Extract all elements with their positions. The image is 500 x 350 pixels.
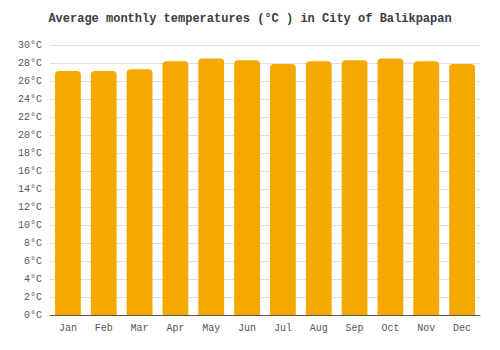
svg-text:Sep: Sep [346,323,364,334]
svg-text:Nov: Nov [417,323,435,334]
svg-text:May: May [202,323,220,334]
svg-text:Apr: Apr [166,323,184,334]
svg-text:Mar: Mar [131,323,149,334]
svg-text:2°C: 2°C [24,292,42,303]
svg-text:20°C: 20°C [18,130,42,141]
svg-text:6°C: 6°C [24,256,42,267]
svg-text:30°C: 30°C [18,40,42,51]
svg-text:24°C: 24°C [18,94,42,105]
svg-text:22°C: 22°C [18,112,42,123]
svg-text:8°C: 8°C [24,238,42,249]
svg-text:4°C: 4°C [24,274,42,285]
svg-text:Jan: Jan [59,323,77,334]
svg-text:Jul: Jul [274,323,292,334]
svg-text:14°C: 14°C [18,184,42,195]
svg-text:12°C: 12°C [18,202,42,213]
svg-text:Jun: Jun [238,323,256,334]
svg-text:18°C: 18°C [18,148,42,159]
svg-text:26°C: 26°C [18,76,42,87]
svg-text:28°C: 28°C [18,58,42,69]
svg-text:0°C: 0°C [24,310,42,321]
svg-text:10°C: 10°C [18,220,42,231]
svg-text:Oct: Oct [381,323,399,334]
svg-text:Average monthly temperatures (: Average monthly temperatures (°C ) in Ci… [48,12,451,26]
svg-text:Feb: Feb [95,323,113,334]
svg-text:Dec: Dec [453,323,471,334]
svg-text:16°C: 16°C [18,166,42,177]
svg-text:Aug: Aug [310,323,328,334]
